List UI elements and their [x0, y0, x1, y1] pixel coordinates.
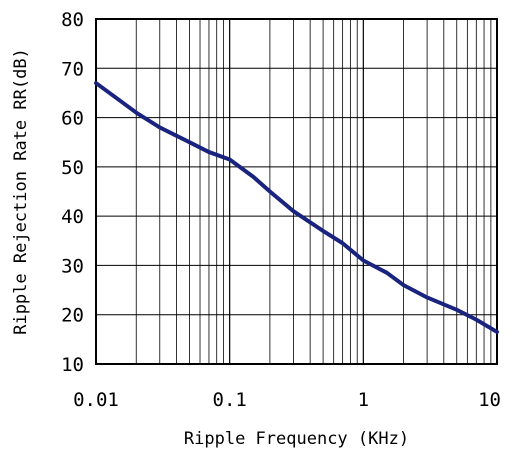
x-tick-label: 10 — [478, 389, 501, 411]
y-tick-label: 10 — [61, 354, 84, 376]
x-tick-label: 1 — [358, 389, 369, 411]
grid-layer — [95, 18, 497, 365]
series-layer — [94, 81, 499, 334]
y-tick-label: 50 — [61, 157, 84, 179]
plot-frame — [95, 18, 498, 365]
y-tick-label: 60 — [61, 108, 84, 130]
y-tick-label: 80 — [61, 9, 84, 31]
series-line — [94, 81, 499, 334]
y-tick-label: 20 — [61, 305, 84, 327]
y-tick-label: 30 — [61, 255, 84, 277]
y-axis-title: Ripple Rejection Rate RR(dB) — [11, 48, 31, 335]
y-tick-label: 70 — [61, 58, 84, 80]
x-tick-label: 0.1 — [213, 389, 247, 411]
x-tick-label: 0.01 — [73, 389, 119, 411]
x-axis-title: Ripple Frequency (KHz) — [184, 429, 409, 449]
tick-label-layer: 10 20 30 40 50 60 70 80 0.01 0.1 1 10 — [61, 9, 501, 411]
y-tick-label: 40 — [61, 206, 84, 228]
